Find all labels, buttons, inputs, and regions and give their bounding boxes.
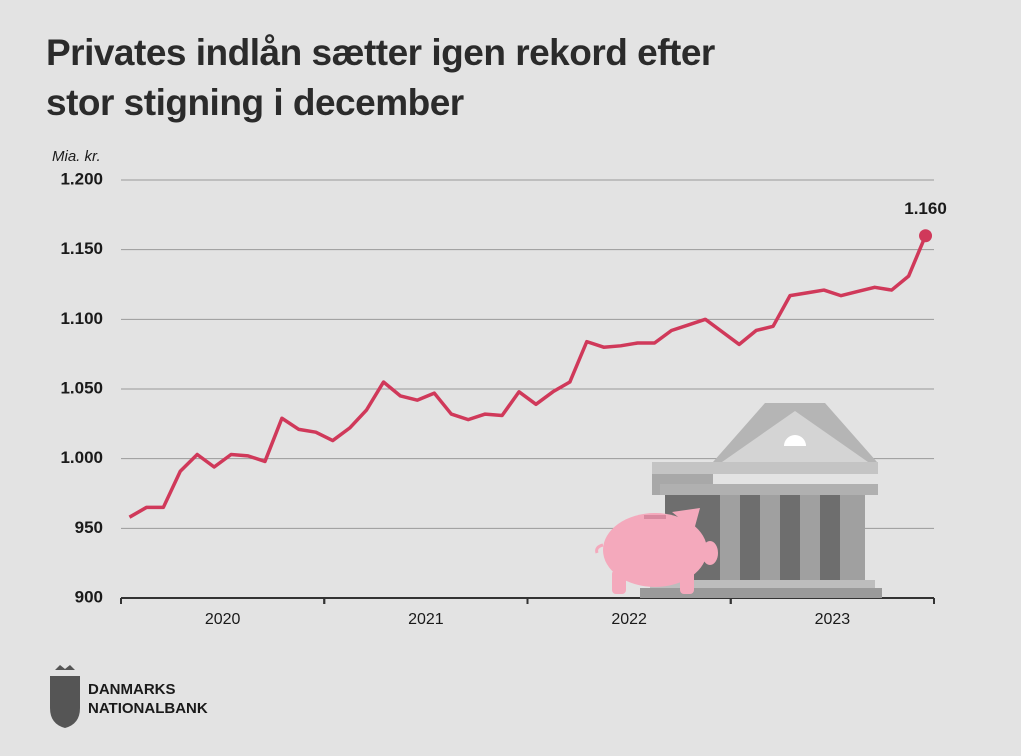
bank-window <box>784 435 806 446</box>
illustration <box>595 403 882 598</box>
data-line <box>128 235 928 519</box>
y-tick-label: 950 <box>75 518 103 537</box>
bank-step <box>650 580 875 588</box>
y-tick-label: 1.000 <box>60 448 103 467</box>
x-tick-label: 2021 <box>408 611 444 628</box>
y-tick-label: 1.150 <box>60 239 103 258</box>
coin-slot <box>644 515 666 519</box>
logo-crown <box>55 665 75 670</box>
chart-title: Privates indlån sætter igen rekord efter… <box>46 32 715 123</box>
bank-columns <box>720 495 865 580</box>
value-label: 1.160 <box>904 199 947 218</box>
piggy-bank <box>595 508 718 594</box>
bank-step <box>640 588 882 598</box>
logo: DANMARKS NATIONALBANK <box>50 665 208 728</box>
x-tick-label: 2020 <box>205 611 241 628</box>
logo-text: DANMARKS <box>88 681 176 698</box>
logo-text: NATIONALBANK <box>88 700 208 717</box>
y-tick-label: 1.200 <box>60 169 103 188</box>
y-axis-label: Mia. kr. <box>52 148 101 165</box>
x-tick-label: 2023 <box>815 611 851 628</box>
y-tick-label: 1.050 <box>60 378 103 397</box>
end-point <box>919 229 933 243</box>
y-tick-label: 900 <box>75 587 103 606</box>
logo-crest <box>50 676 80 728</box>
bank-cornice <box>660 484 878 495</box>
bank-cornice <box>652 462 878 474</box>
x-tick-label: 2022 <box>611 611 647 628</box>
y-tick-label: 1.100 <box>60 309 103 328</box>
